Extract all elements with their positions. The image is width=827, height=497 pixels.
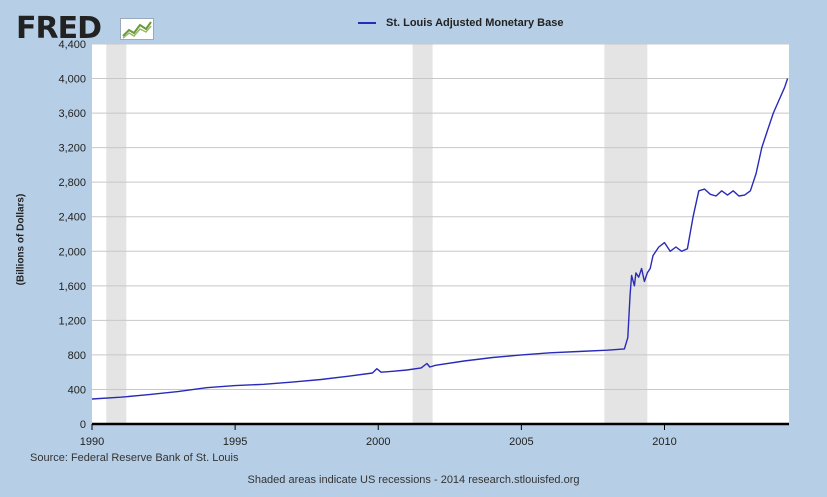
fred-logo: FRED xyxy=(16,11,102,46)
y-tick-label: 800 xyxy=(68,350,86,362)
y-tick-label: 400 xyxy=(68,384,86,396)
x-tick-label: 2000 xyxy=(366,436,390,448)
y-tick-label: 4,000 xyxy=(58,74,86,86)
legend: St. Louis Adjusted Monetary Base xyxy=(358,17,563,29)
y-tick-label: 3,600 xyxy=(58,108,86,120)
y-tick-label: 2,000 xyxy=(58,246,86,258)
y-tick-label: 2,800 xyxy=(58,177,86,189)
y-tick-label: 3,200 xyxy=(58,143,86,155)
recession-band xyxy=(106,44,127,424)
series-line xyxy=(91,78,789,400)
y-tick-label: 2,400 xyxy=(58,212,86,224)
plot-area xyxy=(92,44,789,424)
y-tick-label: 0 xyxy=(80,419,86,431)
y-tick-label: 1,200 xyxy=(58,315,86,327)
source-note: Source: Federal Reserve Bank of St. Loui… xyxy=(30,452,239,464)
y-tick-label: 1,600 xyxy=(58,281,86,293)
x-tick-label: 1995 xyxy=(223,436,247,448)
y-tick-label: 4,400 xyxy=(58,39,86,51)
recession-band xyxy=(412,44,433,424)
x-tick-label: 1990 xyxy=(80,436,104,448)
recession-band xyxy=(604,44,648,424)
legend-swatch xyxy=(358,22,376,24)
recession-note: Shaded areas indicate US recessions - 20… xyxy=(247,474,580,486)
legend-label: St. Louis Adjusted Monetary Base xyxy=(386,17,564,29)
x-tick-label: 2005 xyxy=(509,436,533,448)
x-tick-label: 2010 xyxy=(652,436,676,448)
y-axis-label: (Billions of Dollars) xyxy=(15,193,27,286)
fred-logo-graph-icon xyxy=(120,18,154,40)
